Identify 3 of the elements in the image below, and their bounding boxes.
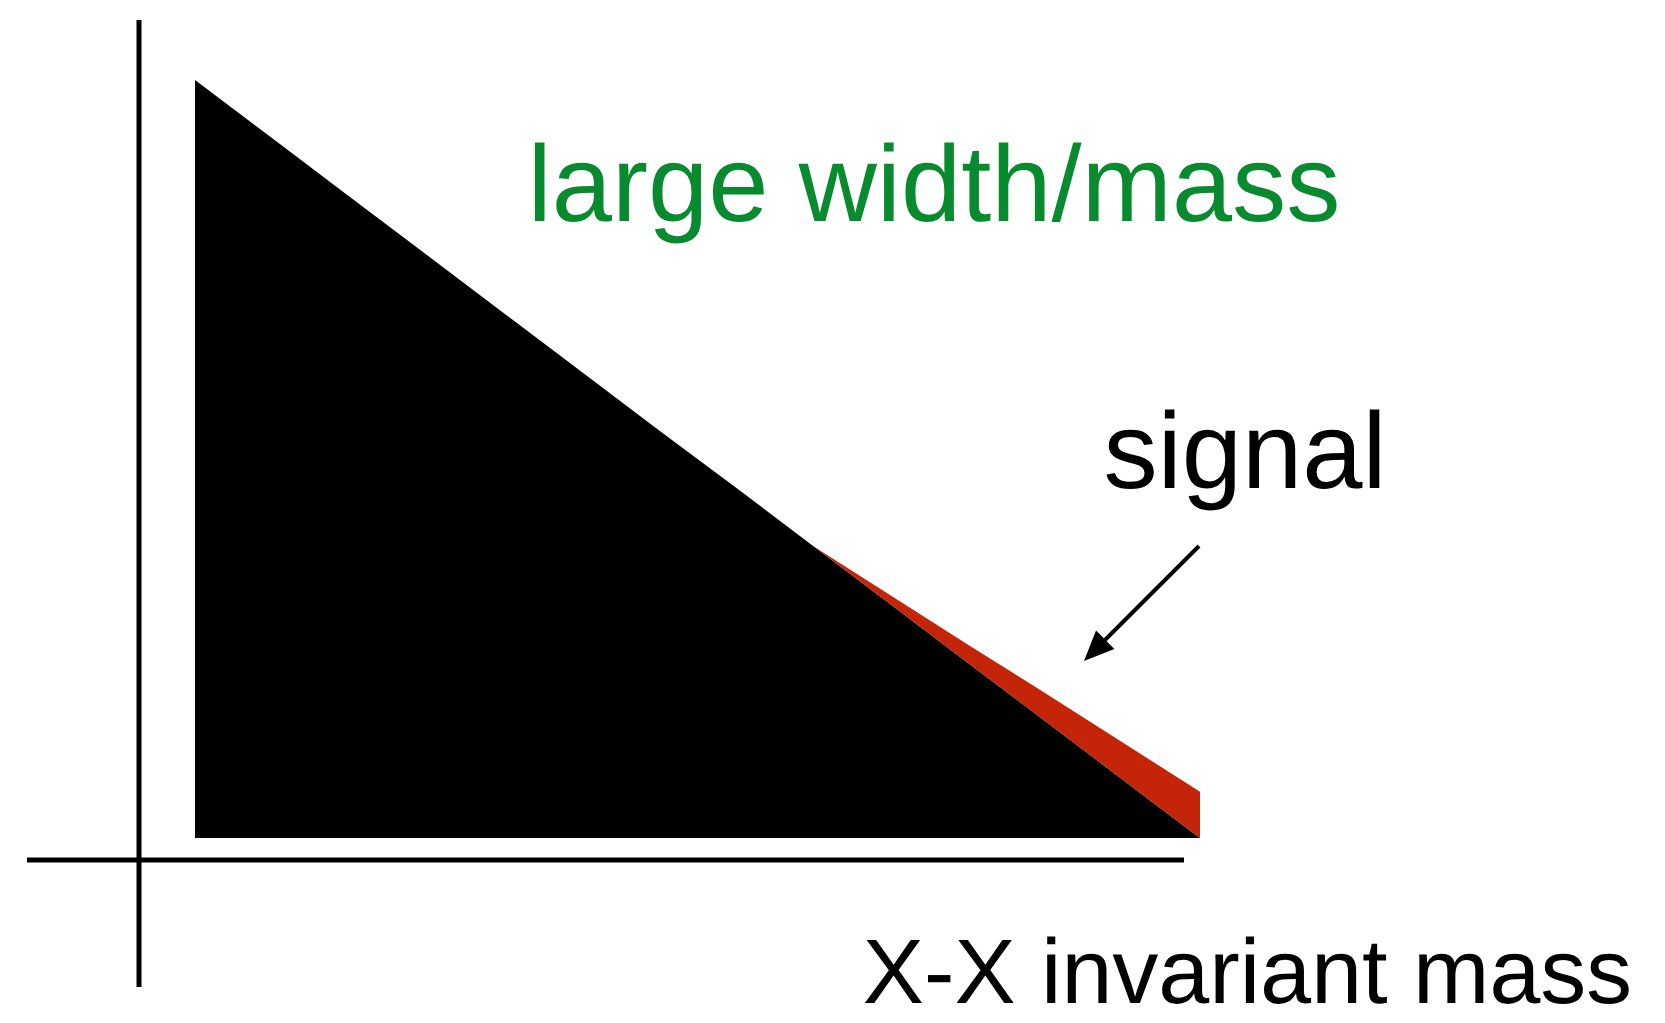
annotation: large width/mass <box>534 142 1337 244</box>
x-axis-title: X-X invariant mass <box>864 936 1629 1004</box>
annotation: signal <box>1106 409 1380 511</box>
